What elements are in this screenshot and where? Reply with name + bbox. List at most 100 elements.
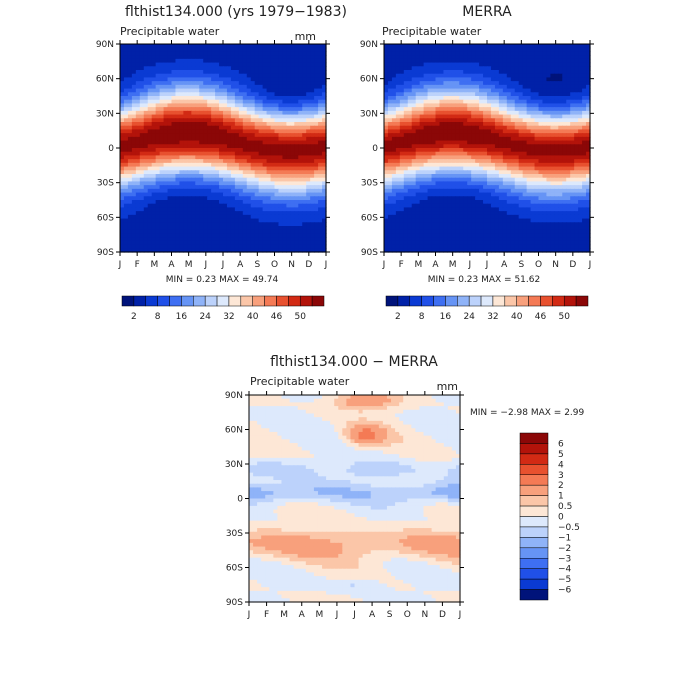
heatmap-cell <box>203 114 208 119</box>
heatmap-cell <box>306 233 311 238</box>
heatmap-cell <box>167 84 173 90</box>
heatmap-cell <box>467 125 472 131</box>
heatmap-cell <box>554 96 559 101</box>
heatmap-cell <box>530 81 536 86</box>
heatmap-cell <box>139 211 145 216</box>
heatmap-cell <box>290 70 295 75</box>
heatmap-cell <box>431 136 437 142</box>
heatmap-cell <box>574 77 579 82</box>
heatmap-cell <box>306 51 311 56</box>
heatmap-cell <box>475 55 480 60</box>
heatmap-cell <box>143 196 149 201</box>
heatmap-cell <box>395 58 401 64</box>
heatmap-cell <box>490 144 496 149</box>
heatmap-cell <box>302 181 307 186</box>
heatmap-cell <box>494 62 500 67</box>
heatmap-cell <box>203 88 208 93</box>
heatmap-cell <box>199 177 204 183</box>
heatmap-cell <box>443 144 448 149</box>
heatmap-cell <box>475 66 480 71</box>
heatmap-cell <box>151 103 157 108</box>
heatmap-cell <box>415 81 421 86</box>
heatmap-cell <box>490 44 496 49</box>
heatmap-cell <box>215 218 220 223</box>
heatmap-cell <box>322 114 327 119</box>
heatmap-cell <box>294 122 299 127</box>
heatmap-cell <box>199 159 204 164</box>
heatmap-cell <box>131 196 137 201</box>
heatmap-cell <box>447 148 452 153</box>
heatmap-cell <box>250 122 256 127</box>
heatmap-cell <box>250 66 256 71</box>
heatmap-cell <box>278 47 284 53</box>
heatmap-cell <box>479 47 484 53</box>
heatmap-cell <box>195 203 200 209</box>
heatmap-cell <box>574 133 579 138</box>
heatmap-cell <box>510 84 516 90</box>
heatmap-cell <box>187 125 192 131</box>
heatmap-cell <box>387 122 393 127</box>
heatmap-cell <box>123 51 129 56</box>
heatmap-cell <box>403 177 409 183</box>
heatmap-cell <box>230 181 236 186</box>
heatmap-cell <box>534 92 540 97</box>
heatmap-cell <box>439 174 445 179</box>
heatmap-cell <box>139 188 145 194</box>
heatmap-cell <box>179 155 184 160</box>
heatmap-cell <box>211 218 216 223</box>
heatmap-cell <box>566 129 571 134</box>
heatmap-cell <box>570 114 575 119</box>
heatmap-cell <box>384 99 389 105</box>
heatmap-cell <box>294 133 299 138</box>
heatmap-cell <box>143 58 149 64</box>
heatmap-cell <box>403 118 409 123</box>
heatmap-cell <box>230 226 236 231</box>
heatmap-cell <box>384 81 389 86</box>
heatmap-cell <box>471 92 476 97</box>
heatmap-cell <box>199 118 204 123</box>
heatmap-cell <box>526 73 532 79</box>
heatmap-cell <box>286 140 291 145</box>
heatmap-cells <box>384 44 591 253</box>
heatmap-cell <box>439 84 445 90</box>
heatmap-cell <box>175 103 181 108</box>
heatmap-cell <box>219 181 224 186</box>
heatmap-cell <box>459 129 464 134</box>
heatmap-cell <box>254 110 260 116</box>
heatmap-cell <box>199 44 204 49</box>
heatmap-cell <box>530 103 536 108</box>
heatmap-cell <box>199 144 204 149</box>
heatmap-cell <box>391 110 397 116</box>
heatmap-cell <box>494 58 500 64</box>
heatmap-cell <box>246 81 252 86</box>
heatmap-cell <box>538 170 544 175</box>
x-tick-label: N <box>288 260 295 270</box>
heatmap-cell <box>314 248 319 253</box>
heatmap-cell <box>391 151 397 157</box>
colorbar-swatch <box>288 295 301 307</box>
heatmap-cell <box>431 62 437 67</box>
heatmap-cell <box>270 81 276 86</box>
heatmap-cell <box>270 237 276 242</box>
heatmap-cell <box>278 188 284 194</box>
heatmap-cell <box>230 159 236 164</box>
heatmap-cell <box>211 170 216 175</box>
heatmap-cell <box>234 88 240 93</box>
x-tick-label: J <box>221 260 225 270</box>
heatmap-cell <box>566 159 571 164</box>
heatmap-cell <box>306 73 311 79</box>
heatmap-cell <box>270 144 276 149</box>
heatmap-cell <box>427 44 433 49</box>
heatmap-cell <box>459 88 464 93</box>
heatmap-cell <box>167 188 173 194</box>
heatmap-cell <box>431 140 437 145</box>
heatmap-cell <box>578 73 583 79</box>
heatmap-cell <box>262 222 268 227</box>
heatmap-cell <box>254 81 260 86</box>
heatmap-cell <box>258 144 264 149</box>
heatmap-cell <box>298 233 303 238</box>
heatmap-cell <box>302 88 307 93</box>
heatmap-cell <box>314 229 319 235</box>
heatmap-cell <box>123 133 129 138</box>
heatmap-cell <box>471 84 476 90</box>
